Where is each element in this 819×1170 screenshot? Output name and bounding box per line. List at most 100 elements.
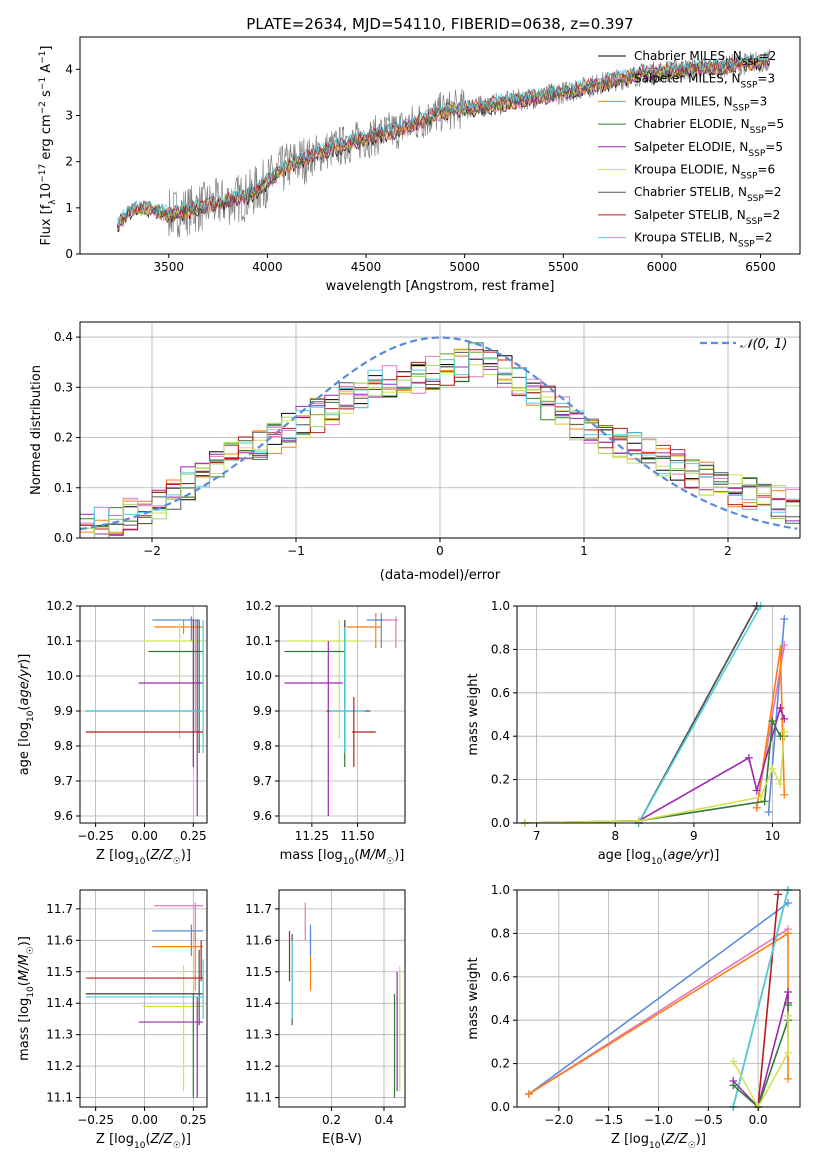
label-part: λ — [48, 199, 58, 205]
label-part: Kroupa MILES, N — [634, 94, 733, 108]
normal-distribution-curve — [79, 336, 798, 531]
label-part: ☉ — [386, 857, 394, 867]
mass-vs-Z-panel: −0.25 0.00 0.25 11.1 11.2 11.3 11.4 11.5 11.6 11.… — [17, 889, 208, 1151]
age-vs-Z-panel: −0.25 0.00 0.25 9.6 9.7 9.8 9.9 10.0 10.1 10.2 Z [… — [17, 599, 208, 867]
weight-point-marker — [776, 703, 785, 712]
label-part: Chabrier STELIB, N — [634, 185, 747, 199]
label-part: Salpeter ELODIE, N — [634, 140, 748, 154]
label-part: =2 — [764, 185, 782, 199]
weight-point-marker — [784, 1011, 793, 1020]
label-part: ( — [354, 848, 359, 863]
label-part: Salpeter MILES, N — [634, 72, 741, 86]
axes-frame — [278, 889, 406, 1108]
y-tick-label: 0.6 — [491, 686, 510, 700]
label-part: =6 — [757, 163, 775, 177]
axes-frame — [278, 605, 406, 824]
y-tick-label: 11.1 — [46, 1091, 73, 1105]
y-tick-label: 0.4 — [54, 330, 73, 344]
y-tick-label: 1.0 — [491, 883, 510, 897]
y-tick-label: 9.8 — [54, 739, 73, 753]
y-tick-label: 9.6 — [54, 809, 73, 823]
label-part: )] — [181, 848, 191, 863]
weight-point-marker — [768, 764, 777, 773]
x-tick-label: 0.2 — [322, 1113, 341, 1127]
axes-frame — [79, 36, 801, 255]
weight-series-line — [732, 1015, 789, 1107]
y-tick-label: 10.1 — [46, 634, 73, 648]
y-tick-label: 11.4 — [245, 996, 272, 1010]
legend-entry-label: Chabrier STELIB, NSSP=2 — [634, 185, 782, 204]
label-part: ( — [145, 848, 150, 863]
label-part: =2 — [759, 49, 777, 63]
weight-series-line — [732, 991, 789, 1107]
x-tick-label: 7 — [533, 829, 541, 843]
label-part: A — [39, 64, 54, 77]
weight-point-marker — [744, 753, 753, 762]
weight-series-line — [757, 894, 779, 1107]
y-tick-label: 11.3 — [46, 1028, 73, 1042]
label-part: age [log — [598, 848, 651, 863]
x-tick-label: 8 — [611, 829, 619, 843]
y-tick-label: 0.0 — [54, 531, 73, 545]
label-part: Chabrier MILES, N — [634, 49, 742, 63]
label-part: −1 — [38, 51, 48, 64]
label-part: Normed distribution — [29, 365, 44, 495]
label-part: Flux [f — [39, 204, 54, 245]
label-part: 10 — [134, 857, 146, 867]
legend-entry-label: Salpeter STELIB, NSSP=2 — [634, 208, 780, 227]
weight-point-marker — [784, 1074, 793, 1083]
y-tick-label: 0.1 — [54, 481, 73, 495]
label-part: age [log — [17, 722, 32, 775]
x-axis-label: age [log10(age/yr)] — [598, 848, 720, 867]
weight-series-line — [767, 618, 786, 813]
legend-entry-label: 𝒩(0, 1) — [740, 337, 787, 352]
weight-point-marker — [780, 641, 789, 650]
x-tick-label: 3500 — [153, 260, 184, 274]
x-axis-label: (data-model)/error — [380, 568, 501, 583]
label-part: )] — [17, 654, 32, 664]
label-part: −1 — [38, 77, 48, 90]
x-tick-label: 5500 — [548, 260, 579, 274]
weight-series-line — [638, 606, 762, 823]
legend-entry-label: Kroupa STELIB, NSSP=2 — [634, 231, 772, 250]
label-part: age/yr — [17, 662, 32, 705]
x-tick-label: 11.25 — [295, 829, 329, 843]
spectrum-panel: 3500 4000 4500 5000 5500 6000 6500 0 1 2 3 4 wavelen… — [38, 36, 801, 294]
y-tick-label: 0.8 — [491, 926, 510, 940]
label-part: 10 — [39, 183, 54, 200]
weight-point-marker — [776, 779, 785, 788]
label-part: =5 — [766, 117, 784, 131]
weight-series-line — [524, 705, 786, 823]
y-axis-label: mass weight — [466, 673, 481, 755]
weight-point-marker — [784, 1048, 793, 1057]
x-tick-label: 6000 — [647, 260, 678, 274]
y-tick-label: 0.2 — [491, 1057, 510, 1071]
x-tick-label: 0.4 — [374, 1113, 393, 1127]
figure-title: PLATE=2634, MJD=54110, FIBERID=0638, z=0… — [246, 15, 633, 33]
x-tick-label: 1 — [580, 544, 588, 558]
y-tick-label: 0.2 — [54, 431, 73, 445]
label-part: 10 — [26, 710, 36, 722]
label-part: =3 — [750, 94, 768, 108]
x-tick-label: 5000 — [449, 260, 480, 274]
model-spectrum-line — [117, 50, 770, 226]
legend-entry-label: Chabrier ELODIE, NSSP=5 — [634, 117, 784, 136]
label-part: )] — [181, 1132, 191, 1147]
x-tick-label: 4000 — [252, 260, 283, 274]
y-tick-label: 3 — [65, 108, 73, 122]
y-axis-label: mass weight — [466, 957, 481, 1039]
label-part: Z/Z — [665, 1132, 689, 1147]
label-part: Z/Z — [150, 848, 174, 863]
label-part: ☉ — [173, 857, 181, 867]
residual-histogram-step — [80, 349, 800, 538]
label-part: Kroupa ELODIE, N — [634, 163, 741, 177]
x-tick-label: 10 — [765, 829, 780, 843]
axes-frame — [79, 605, 208, 824]
y-tick-label: 4 — [65, 62, 73, 76]
x-tick-label: −0.5 — [694, 1113, 723, 1127]
y-tick-label: 9.7 — [253, 774, 272, 788]
label-part: =2 — [755, 231, 773, 245]
label-part: mass [log — [280, 848, 343, 863]
y-tick-label: 0.2 — [491, 773, 510, 787]
y-tick-label: 11.7 — [46, 902, 73, 916]
